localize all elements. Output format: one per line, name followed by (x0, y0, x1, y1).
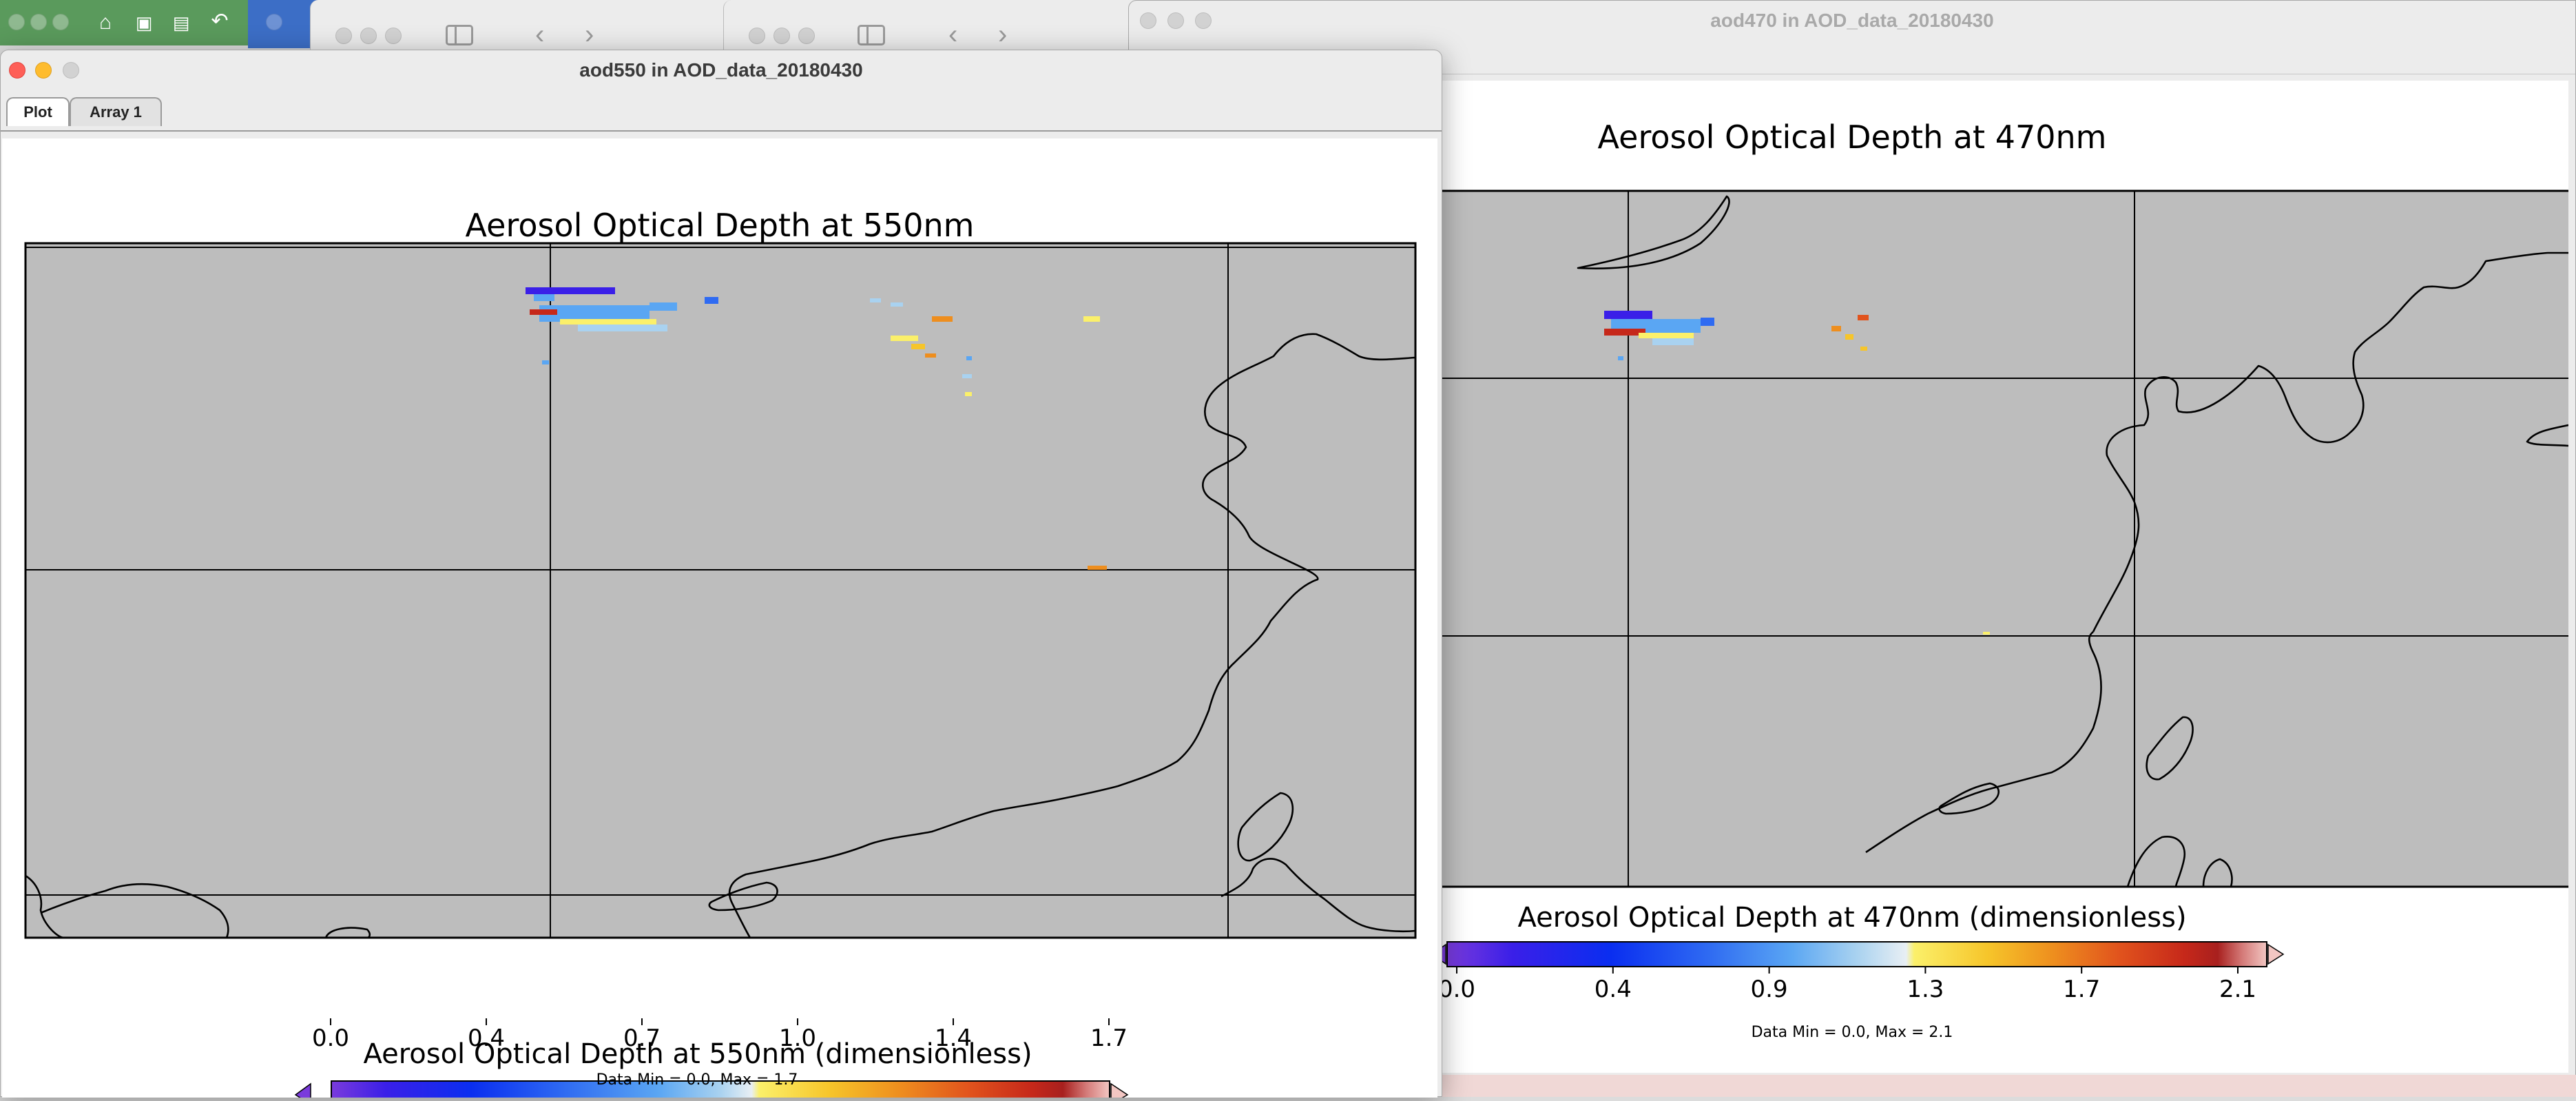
bg-traffic-light (773, 28, 790, 44)
zoom-icon[interactable] (63, 62, 79, 79)
aod550-window: aod550 in AOD_data_20180430 Plot Array 1… (0, 50, 1442, 1101)
colorbar-tick-label: 0.4 (468, 1025, 505, 1052)
background-app-toolbar: ⌂ ▣ ▤ ↶ (0, 0, 255, 45)
zoom-icon[interactable] (1195, 12, 1212, 29)
coastline (708, 881, 778, 912)
coastline (1865, 630, 2102, 854)
coastline (25, 874, 65, 939)
aod550-plot: Aerosol Optical Depth at 550nm (24, 207, 1417, 1101)
map-frame (24, 242, 1417, 939)
forward-arrow-icon[interactable]: › (585, 19, 594, 50)
sidebar-icon[interactable] (446, 25, 473, 45)
coastline (1938, 782, 2000, 815)
colorbar-gradient (1446, 941, 2267, 967)
close-icon[interactable] (9, 62, 25, 79)
colorbar-ticks: 0.0 0.4 0.7 1.0 1.4 1.7 (312, 1018, 1128, 1052)
home-icon[interactable]: ⌂ (98, 11, 112, 34)
back-arrow-icon[interactable]: ‹ (535, 19, 545, 50)
background-window-2: ‹ › (310, 0, 751, 55)
coastline (1577, 195, 1730, 269)
colorbar: 0.0 0.4 0.9 1.3 1.7 2.1 (1431, 941, 2285, 1003)
bg-traffic-light (8, 14, 25, 30)
tab-array-1[interactable]: Array 1 (70, 97, 162, 126)
save-icon[interactable]: ▣ (135, 12, 153, 33)
tab-bar (1, 90, 1442, 132)
colorbar-tick-label: 0.4 (1595, 976, 1632, 1003)
window-title: aod470 in AOD_data_20180430 (1710, 10, 1994, 31)
coastline (728, 333, 1416, 938)
colorbar-label: Aerosol Optical Depth at 550nm (dimensio… (363, 1038, 1032, 1070)
data-minmax: Data Min = 0.0, Max = 2.1 (1752, 1024, 1953, 1041)
sidebar-icon[interactable] (858, 25, 885, 45)
colorbar-tick-label: 1.7 (2063, 976, 2100, 1003)
data-minmax: Data Min = 0.0, Max = 1.7 (596, 1071, 798, 1089)
colorbar-tick-label: 1.7 (1090, 1025, 1128, 1052)
map-area (24, 242, 1417, 939)
colorbar-tick-label: 0.0 (312, 1025, 349, 1052)
tab-plot[interactable]: Plot (6, 97, 70, 126)
colorbar-tick-label: 0.7 (623, 1025, 661, 1052)
colorbar-label: Aerosol Optical Depth at 470nm (dimensio… (1517, 902, 2186, 934)
coastline (1221, 858, 1416, 933)
undo-icon[interactable]: ↶ (211, 10, 229, 32)
coastline (2092, 251, 2568, 632)
back-arrow-icon[interactable]: ‹ (948, 19, 958, 50)
aerosol-data (526, 287, 1107, 570)
plot-title: Aerosol Optical Depth at 550nm (466, 207, 975, 244)
bg-traffic-light (52, 14, 69, 30)
map-area (1431, 189, 2576, 888)
aerosol-data (1604, 311, 1990, 635)
coastline (2526, 424, 2569, 447)
background-window-3: ‹ › (723, 0, 1151, 55)
minimize-icon[interactable] (1167, 12, 1184, 29)
coastline (40, 883, 229, 938)
colorbar-ticks: 0.0 0.4 0.9 1.3 1.7 2.1 (1438, 967, 2256, 1003)
save-as-icon[interactable]: ▤ (172, 12, 190, 33)
plot-title: Aerosol Optical Depth at 470nm (1598, 119, 2107, 156)
bg-traffic-light (360, 28, 377, 44)
colorbar-tick-label: 2.1 (2219, 976, 2256, 1003)
bg-traffic-light (385, 28, 402, 44)
colorbar-tick-label: 0.9 (1751, 976, 1788, 1003)
bg-traffic-light (798, 28, 815, 44)
background-stripe (1440, 1075, 2576, 1097)
aod470-plot: Aerosol Optical Depth at 470nm (1431, 119, 2576, 1041)
colorbar-tick-label: 1.3 (1907, 976, 1944, 1003)
coastline (2202, 858, 2233, 887)
colorbar-tick-label: 1.4 (935, 1025, 972, 1052)
window-title: aod550 in AOD_data_20180430 (579, 59, 863, 81)
map-frame (1431, 189, 2576, 888)
close-icon[interactable] (1140, 12, 1156, 29)
coastline (2126, 836, 2186, 887)
plot-panel: Aerosol Optical Depth at 550nm (2, 138, 1437, 1101)
colorbar-tick-label: 0.0 (1438, 976, 1475, 1003)
bg-traffic-light (335, 28, 352, 44)
tab-row (1129, 41, 2575, 74)
bg-traffic-light (266, 14, 282, 30)
coastline (324, 927, 371, 939)
colorbar-tick-label: 1.0 (779, 1025, 816, 1052)
bg-traffic-light (30, 14, 47, 30)
minimize-icon[interactable] (35, 62, 52, 79)
colorbar-extend-max (2267, 943, 2285, 965)
forward-arrow-icon[interactable]: › (998, 19, 1008, 50)
coastline (1237, 792, 1294, 862)
bg-traffic-light (749, 28, 765, 44)
coastline (2146, 716, 2194, 781)
